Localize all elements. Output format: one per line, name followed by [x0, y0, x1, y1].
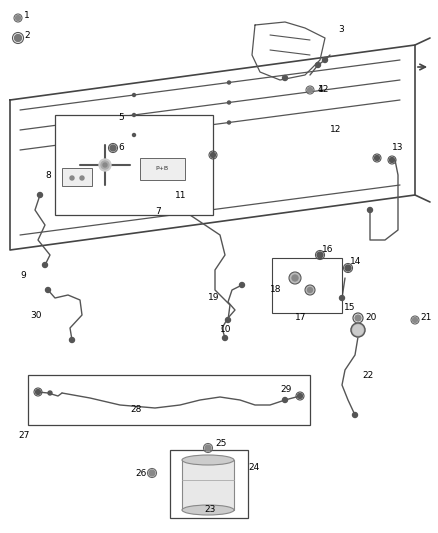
Circle shape	[99, 159, 111, 171]
Text: 3: 3	[338, 26, 344, 35]
Text: 27: 27	[18, 431, 29, 440]
Circle shape	[223, 335, 227, 341]
Circle shape	[355, 315, 361, 321]
Text: 4: 4	[318, 85, 324, 94]
Circle shape	[353, 325, 363, 335]
Circle shape	[307, 287, 312, 293]
Text: 28: 28	[130, 406, 141, 415]
Text: 21: 21	[420, 313, 431, 322]
Circle shape	[322, 58, 328, 62]
Text: 8: 8	[45, 171, 51, 180]
Text: 2: 2	[24, 30, 30, 39]
Circle shape	[101, 161, 109, 169]
Text: 10: 10	[220, 326, 232, 335]
Text: 22: 22	[362, 370, 373, 379]
Text: 12: 12	[330, 125, 341, 134]
Text: 20: 20	[365, 313, 376, 322]
Text: 25: 25	[215, 439, 226, 448]
Circle shape	[38, 192, 42, 198]
Ellipse shape	[182, 505, 234, 515]
Text: 23: 23	[204, 505, 215, 514]
Circle shape	[149, 470, 155, 476]
Circle shape	[227, 81, 230, 84]
Text: 15: 15	[344, 303, 356, 312]
Circle shape	[14, 35, 21, 42]
Bar	[55, 115, 213, 215]
Circle shape	[35, 390, 40, 394]
Circle shape	[283, 76, 287, 80]
Text: 19: 19	[208, 294, 219, 303]
Circle shape	[133, 93, 135, 96]
Circle shape	[70, 176, 74, 180]
Text: 6: 6	[118, 142, 124, 151]
Circle shape	[292, 275, 298, 281]
Circle shape	[227, 101, 230, 104]
Circle shape	[317, 252, 323, 258]
Circle shape	[15, 15, 21, 20]
Text: 24: 24	[248, 464, 259, 472]
Circle shape	[345, 265, 351, 271]
Text: 18: 18	[270, 286, 282, 295]
Circle shape	[240, 282, 244, 287]
Circle shape	[374, 156, 379, 160]
Text: P+B: P+B	[155, 166, 169, 171]
Text: 12: 12	[318, 85, 329, 94]
Text: 26: 26	[135, 469, 146, 478]
Circle shape	[283, 398, 287, 402]
Text: 14: 14	[350, 257, 361, 266]
Text: 13: 13	[392, 143, 403, 152]
Text: 9: 9	[20, 271, 26, 279]
Circle shape	[133, 133, 135, 136]
Bar	[272, 258, 342, 313]
Circle shape	[353, 413, 357, 417]
Circle shape	[307, 87, 312, 93]
Circle shape	[367, 207, 372, 213]
Circle shape	[48, 391, 52, 395]
Ellipse shape	[182, 455, 234, 465]
Circle shape	[70, 337, 74, 343]
Text: 1: 1	[24, 11, 30, 20]
Text: 11: 11	[175, 190, 187, 199]
Circle shape	[339, 295, 345, 301]
Circle shape	[351, 323, 365, 337]
Circle shape	[42, 262, 47, 268]
Circle shape	[226, 318, 230, 322]
Text: 30: 30	[30, 311, 42, 319]
Circle shape	[315, 62, 321, 68]
Circle shape	[227, 121, 230, 124]
Circle shape	[205, 445, 211, 451]
Text: 29: 29	[280, 385, 291, 394]
Text: 17: 17	[295, 313, 307, 322]
Circle shape	[413, 318, 417, 322]
Circle shape	[46, 287, 50, 293]
Text: 5: 5	[118, 114, 124, 123]
Text: 16: 16	[322, 246, 333, 254]
Circle shape	[133, 114, 135, 117]
Bar	[62, 168, 92, 186]
Circle shape	[389, 157, 395, 163]
Bar	[182, 460, 234, 510]
Circle shape	[103, 163, 107, 167]
Bar	[170, 450, 248, 518]
Circle shape	[306, 286, 314, 294]
Circle shape	[211, 152, 215, 157]
Bar	[140, 158, 185, 180]
Circle shape	[110, 145, 116, 151]
Bar	[28, 375, 310, 425]
Circle shape	[80, 176, 84, 180]
Circle shape	[297, 393, 303, 399]
Text: 7: 7	[155, 207, 161, 216]
Circle shape	[290, 273, 300, 283]
